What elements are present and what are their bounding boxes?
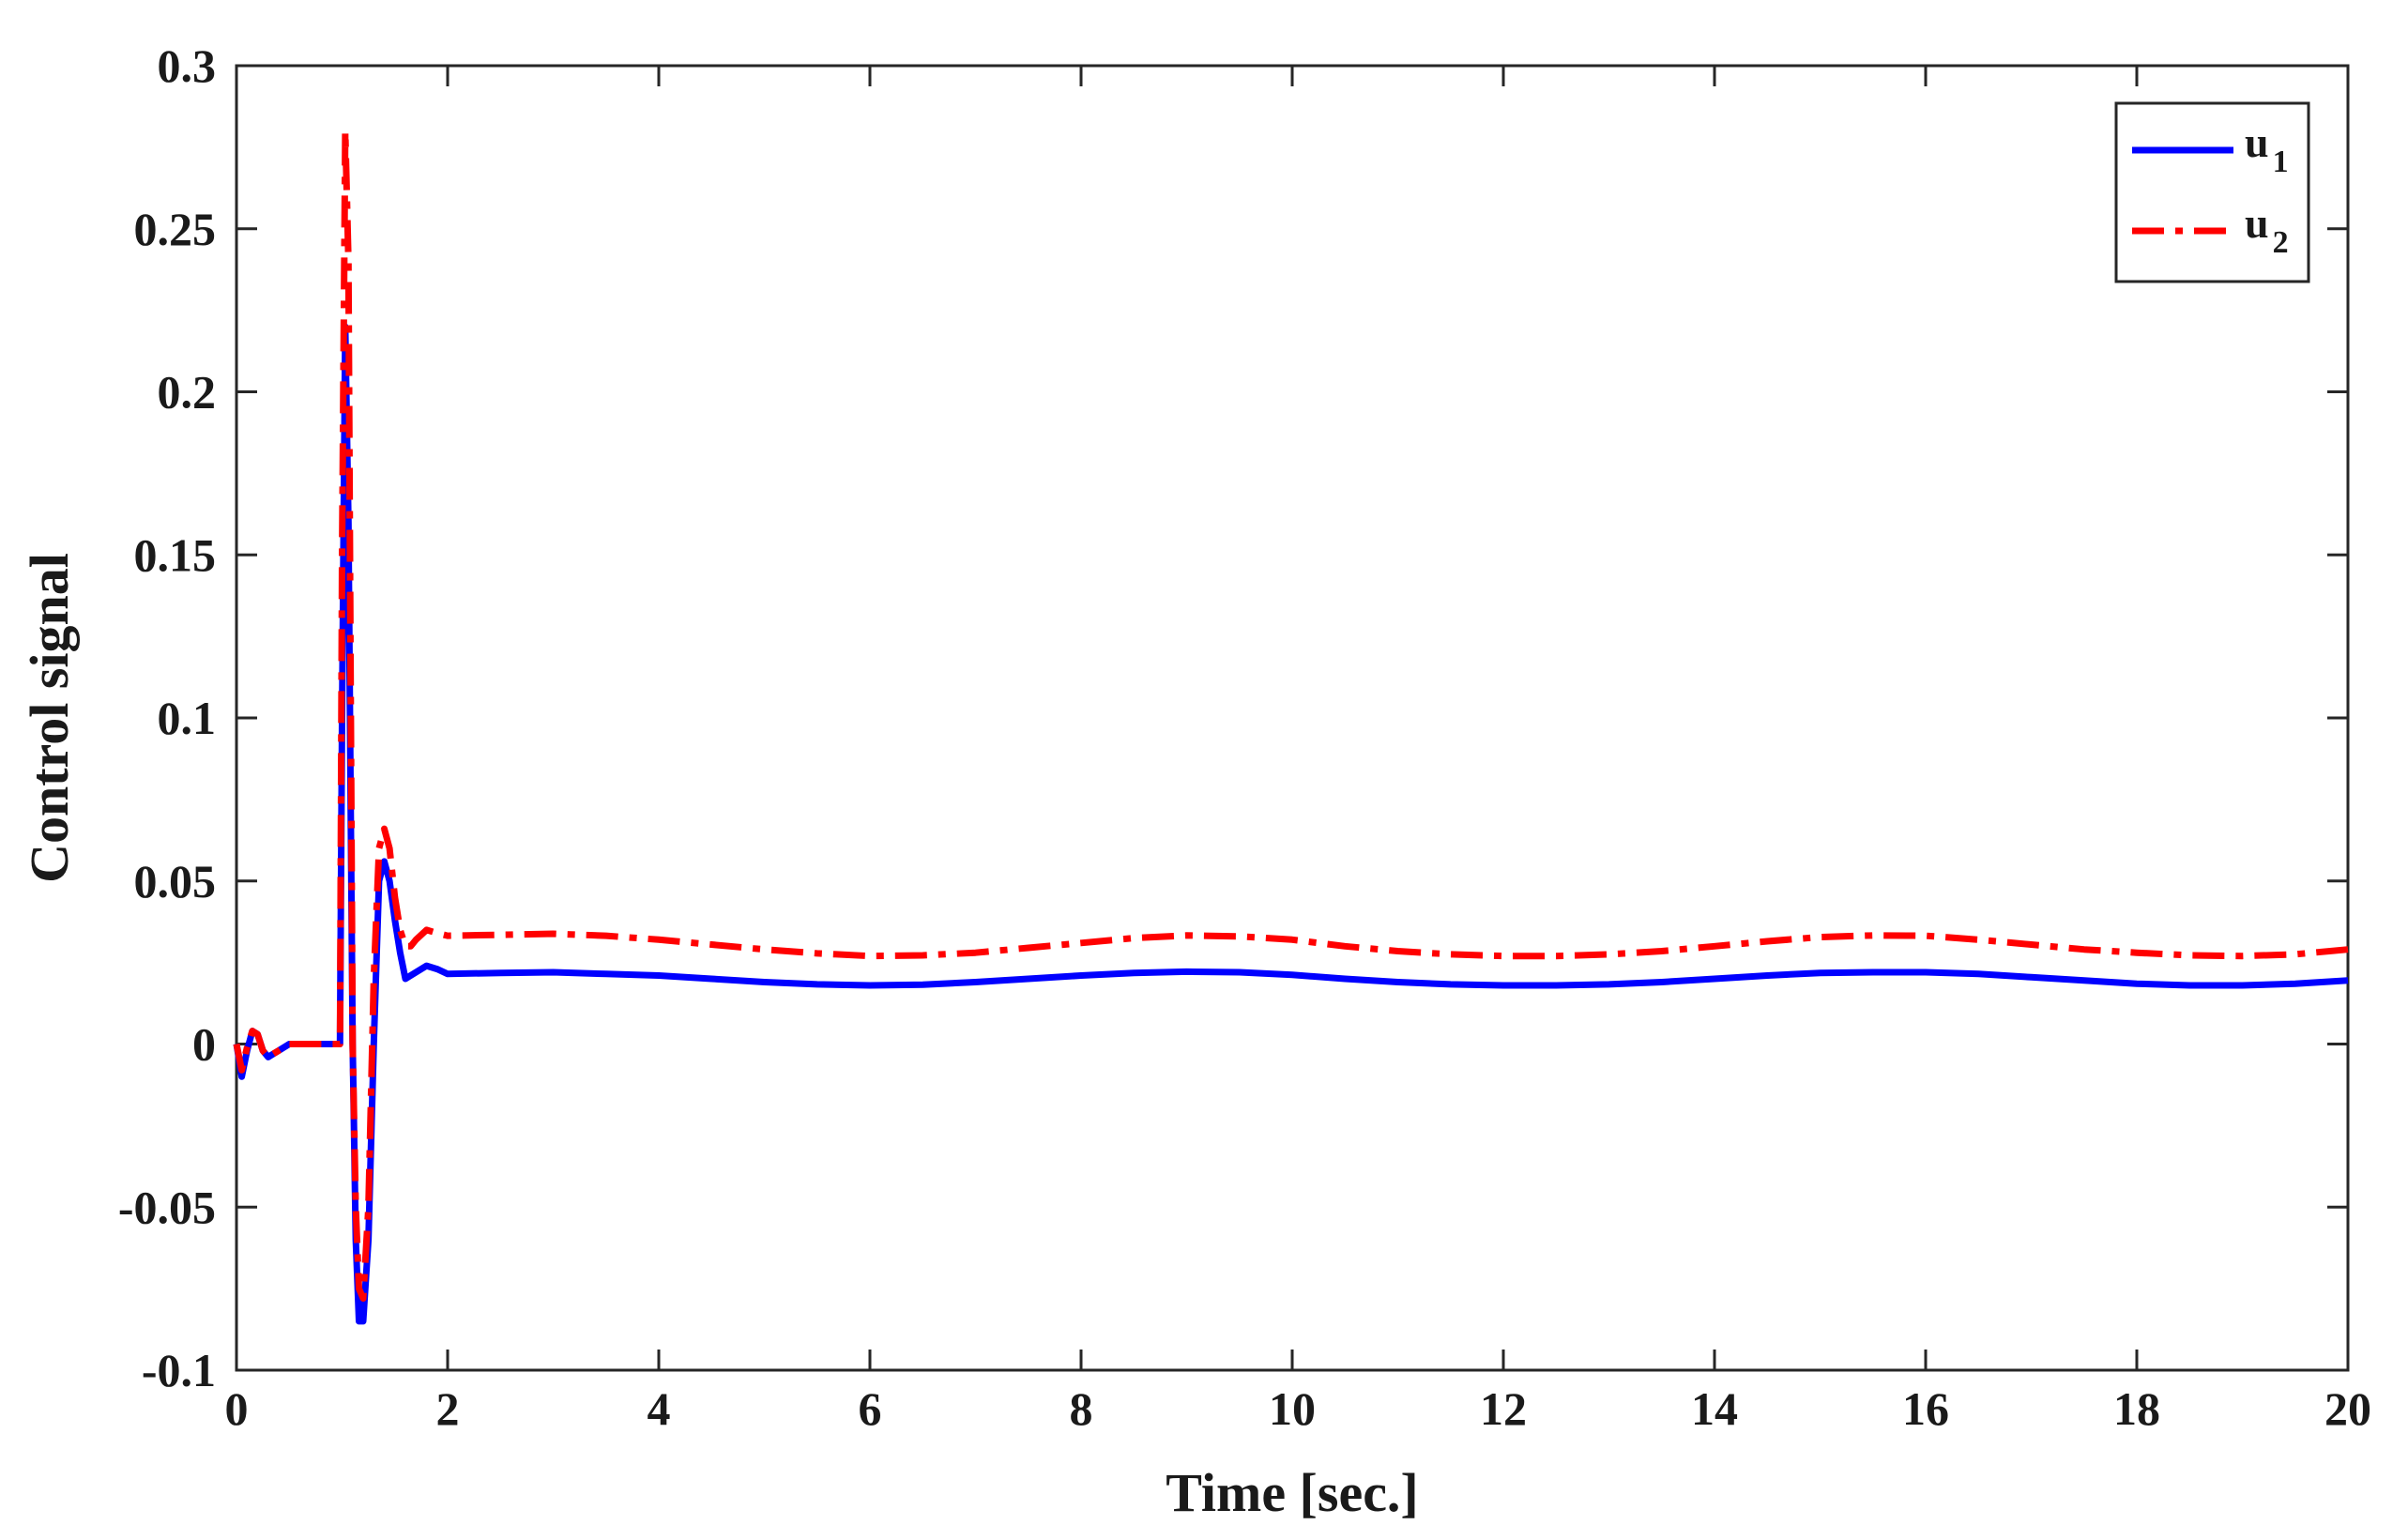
y-tick-label: 0.05	[134, 855, 217, 907]
x-tick-label: 14	[1691, 1382, 1738, 1435]
plot-frame	[235, 64, 2350, 1372]
x-tick-label: 8	[1070, 1382, 1093, 1435]
legend-label-u1-base: u	[2245, 118, 2269, 166]
series-layer	[233, 128, 2349, 1325]
y-tick-label: 0.1	[158, 692, 217, 744]
series-line-u2	[233, 128, 2349, 1302]
y-tick-label: 0.15	[134, 528, 217, 581]
legend-label-u2-sub: 2	[2273, 225, 2289, 260]
y-tick-label: 0	[192, 1018, 216, 1071]
x-tick-label: 0	[225, 1382, 249, 1435]
legend-box	[2114, 101, 2310, 283]
plot-area: 0 2 4 6 8 10 12 14 16 18 20 -0.1-0.0500.050.10.150…	[118, 39, 2371, 1435]
x-tick-label: 16	[1902, 1382, 1949, 1435]
x-tick-label: 20	[2324, 1382, 2371, 1435]
y-axis-title: Control signal	[19, 553, 80, 883]
y-tick-label: 0.2	[158, 366, 217, 419]
legend-label-u2-base: u	[2245, 199, 2269, 247]
y-tick-label: -0.1	[142, 1344, 216, 1396]
x-tick-label: 2	[436, 1382, 460, 1435]
x-axis-title: Time [sec.]	[1166, 1462, 1419, 1523]
y-ticks: -0.1 -0.05 0 0.05 0.1 0.15 0.2 0.25 0.3	[118, 39, 2348, 1396]
x-tick-label: 12	[1480, 1382, 1527, 1435]
x-tick-label: 18	[2113, 1382, 2160, 1435]
x-ticks: 0 2 4 6 8 10 12 14 16 18 20	[225, 66, 2371, 1435]
x-tick-label: 4	[648, 1382, 671, 1435]
y-tick-label: 0.3	[158, 39, 217, 92]
y-tick-label: 0.25	[134, 203, 217, 255]
x-tick-label: 6	[859, 1382, 882, 1435]
legend-label-u1-sub: 1	[2273, 145, 2289, 179]
x-tick-label: 10	[1269, 1382, 1316, 1435]
y-tick-label: -0.05	[118, 1181, 216, 1233]
